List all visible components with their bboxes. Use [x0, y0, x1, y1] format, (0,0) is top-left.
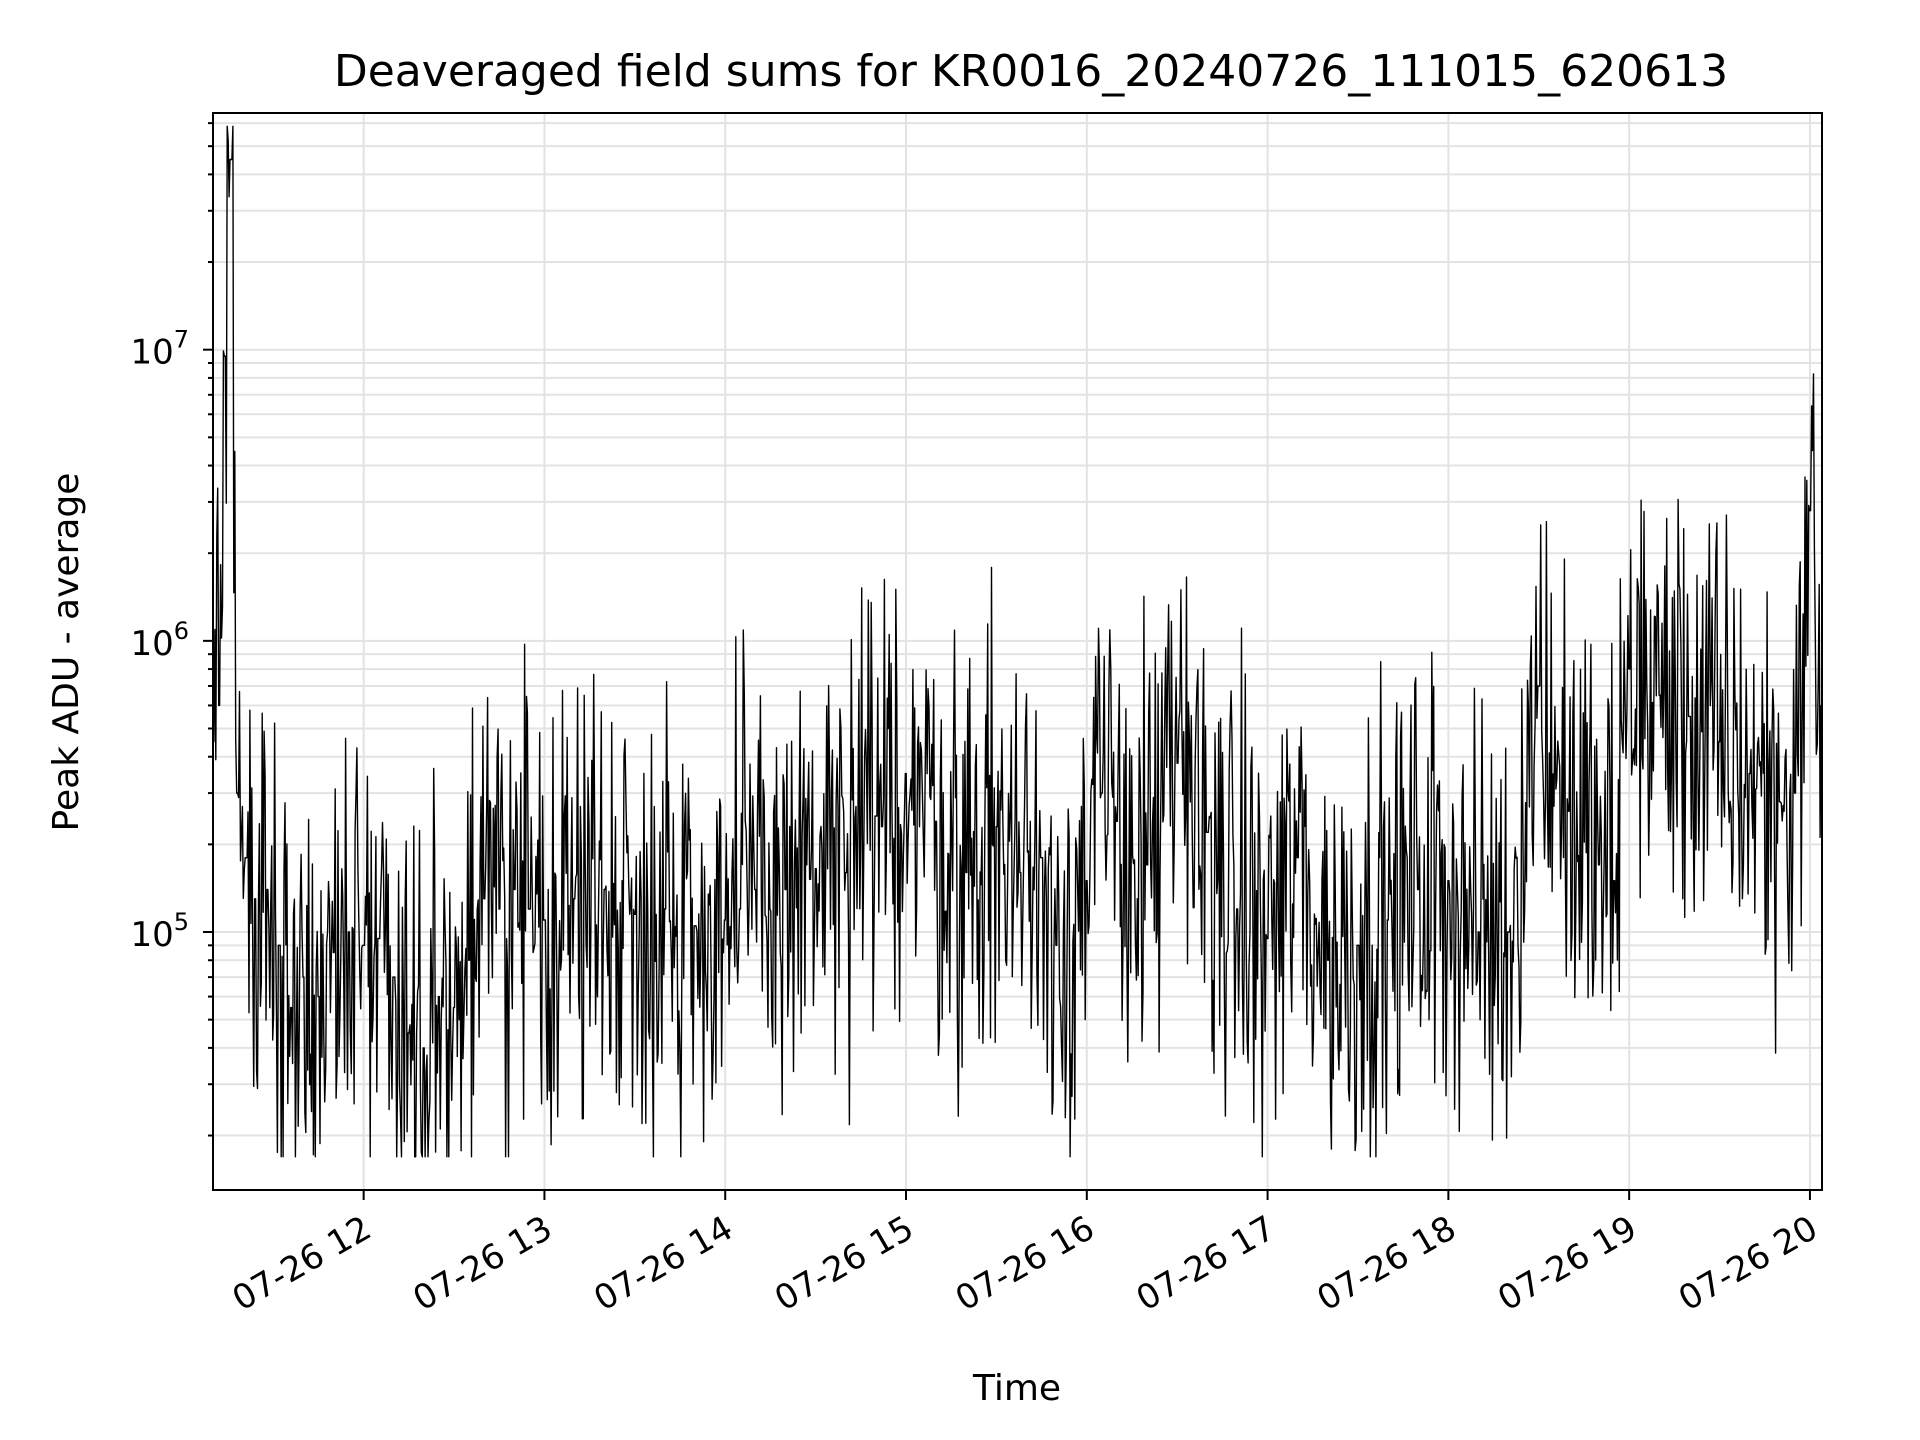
x-axis-label: Time	[972, 1368, 1061, 1409]
plot-frame	[212, 112, 1823, 1191]
chart-title: Deaveraged field sums for KR0016_2024072…	[334, 46, 1728, 97]
y-tick-label: 106	[130, 617, 189, 664]
series-layer	[213, 125, 1822, 1158]
y-tick-label: 105	[130, 908, 189, 955]
y-axis-label: Peak ADU - average	[46, 473, 87, 832]
series-line	[213, 125, 1822, 1158]
y-tick-label: 107	[130, 326, 189, 373]
